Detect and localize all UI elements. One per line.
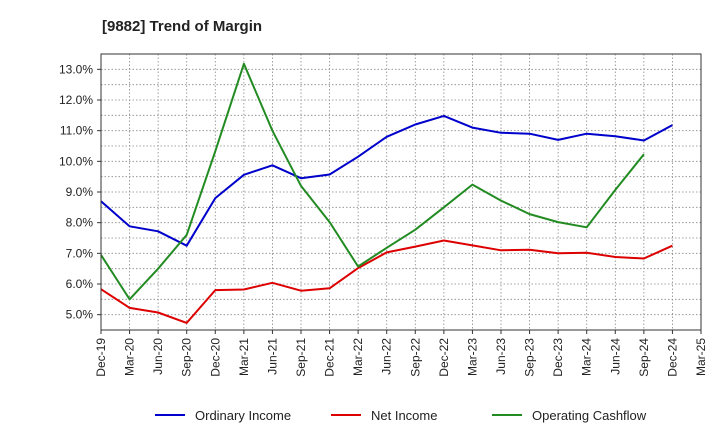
x-tick-label: Mar-24: [580, 338, 594, 376]
legend-label-net-income: Net Income: [371, 408, 437, 423]
x-tick-label: Mar-23: [465, 338, 479, 376]
y-tick-label: 13.0%: [59, 62, 93, 76]
x-tick-label: Mar-21: [237, 338, 251, 376]
series-line-operating-cashflow: [100, 62, 645, 301]
x-tick-label: Jun-21: [265, 338, 279, 375]
x-tick-label: Mar-20: [123, 338, 137, 376]
y-tick-label: 9.0%: [66, 185, 94, 199]
y-tick-label: 7.0%: [66, 246, 94, 260]
grid: [101, 54, 701, 330]
y-tick-label: 12.0%: [59, 93, 93, 107]
y-axis: 5.0% 6.0% 7.0% 8.0% 9.0% 10.0% 11.0% 12.0% 13.0%: [59, 62, 101, 322]
x-tick-label: Mar-22: [351, 338, 365, 376]
x-tick-label: Dec-23: [551, 338, 565, 377]
x-tick-label: Sep-24: [637, 338, 651, 377]
legend-label-operating-cashflow: Operating Cashflow: [532, 408, 647, 423]
x-tick-label: Jun-20: [151, 338, 165, 375]
x-tick-label: Dec-24: [665, 338, 679, 377]
x-tick-label: Jun-23: [494, 338, 508, 375]
x-tick-label: Dec-22: [437, 338, 451, 377]
series-lines: [100, 62, 673, 324]
x-tick-label: Dec-21: [323, 338, 337, 377]
y-tick-label: 10.0%: [59, 154, 93, 168]
legend: Ordinary Income Net Income Operating Cashf…: [155, 408, 647, 423]
chart-title: [9882] Trend of Margin: [102, 18, 262, 35]
x-tick-label: Sep-21: [294, 338, 308, 377]
x-tick-label: Jun-22: [380, 338, 394, 375]
x-tick-label: Sep-20: [180, 338, 194, 377]
legend-label-ordinary-income: Ordinary Income: [195, 408, 291, 423]
x-tick-label: Sep-22: [408, 338, 422, 377]
x-tick-label: Sep-23: [523, 338, 537, 377]
y-tick-label: 8.0%: [66, 216, 94, 230]
x-tick-label: Dec-20: [208, 338, 222, 377]
x-tick-label: Dec-19: [94, 338, 108, 377]
x-tick-label: Jun-24: [608, 338, 622, 375]
x-axis: Dec-19 Mar-20 Jun-20 Sep-20 Dec-20 Mar-21 Jun-…: [94, 330, 708, 377]
series-line-net-income: [100, 239, 673, 324]
y-tick-label: 6.0%: [66, 277, 94, 291]
y-tick-label: 5.0%: [66, 308, 94, 322]
plot-frame: [100, 53, 702, 331]
series-line-ordinary-income: [100, 114, 673, 247]
x-tick-label: Mar-25: [694, 338, 708, 376]
y-tick-label: 11.0%: [60, 124, 93, 138]
